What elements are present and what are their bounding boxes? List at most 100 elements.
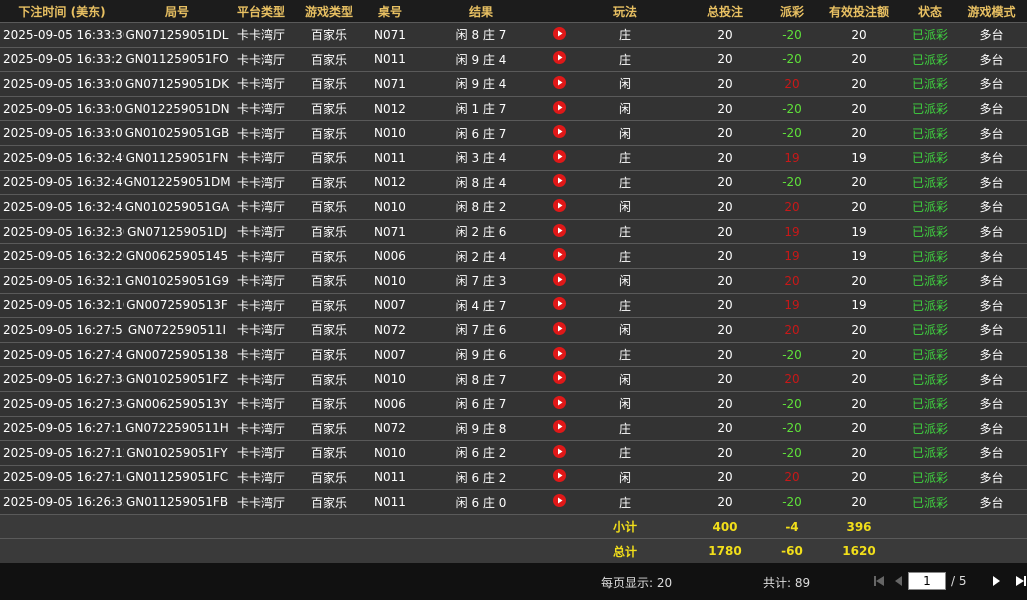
game-type: 百家乐 bbox=[292, 341, 366, 367]
replay-cell bbox=[548, 243, 570, 269]
game-type: 百家乐 bbox=[292, 218, 366, 244]
platform: 卡卡湾厅 bbox=[230, 120, 292, 146]
replay-icon[interactable] bbox=[552, 223, 566, 237]
table-no: N010 bbox=[366, 440, 414, 466]
replay-cell bbox=[548, 390, 570, 416]
replay-icon[interactable] bbox=[552, 26, 566, 40]
column-header: 总投注 bbox=[680, 0, 770, 23]
bet-type: 闲 bbox=[570, 95, 680, 121]
replay-icon[interactable] bbox=[552, 272, 566, 286]
summary-blank bbox=[0, 538, 570, 564]
game-type: 百家乐 bbox=[292, 46, 366, 72]
replay-cell bbox=[548, 218, 570, 244]
result: 闲 9 庄 8 bbox=[414, 415, 548, 441]
result: 闲 9 庄 4 bbox=[414, 46, 548, 72]
valid-bet: 20 bbox=[814, 415, 904, 441]
table-no: N011 bbox=[366, 46, 414, 72]
round-id: GN011259051FB bbox=[124, 489, 230, 515]
platform: 卡卡湾厅 bbox=[230, 267, 292, 294]
replay-icon[interactable] bbox=[552, 297, 566, 311]
game-mode: 多台 bbox=[956, 464, 1027, 490]
bet-type: 庄 bbox=[570, 46, 680, 72]
game-mode: 多台 bbox=[956, 390, 1027, 416]
replay-cell bbox=[548, 415, 570, 441]
bet-time: 2025-09-05 16:32:20 bbox=[0, 243, 124, 269]
column-header: 结果 bbox=[414, 0, 548, 23]
icon-header bbox=[548, 0, 570, 23]
bet-time: 2025-09-05 16:26:33 bbox=[0, 489, 124, 515]
replay-icon[interactable] bbox=[552, 395, 566, 409]
replay-cell bbox=[548, 317, 570, 343]
replay-icon[interactable] bbox=[552, 371, 566, 385]
replay-icon[interactable] bbox=[552, 444, 566, 458]
replay-icon[interactable] bbox=[552, 248, 566, 262]
status: 已派彩 bbox=[904, 71, 956, 97]
game-mode: 多台 bbox=[956, 489, 1027, 515]
game-type: 百家乐 bbox=[292, 169, 366, 195]
replay-icon[interactable] bbox=[552, 494, 566, 508]
bet-time: 2025-09-05 16:32:11 bbox=[0, 267, 124, 294]
replay-icon[interactable] bbox=[552, 125, 566, 139]
payout: 20 bbox=[770, 71, 814, 97]
next-last-buttons[interactable] bbox=[990, 575, 1027, 587]
replay-icon[interactable] bbox=[552, 149, 566, 163]
summary-total-bet: 1780 bbox=[680, 538, 770, 564]
replay-icon[interactable] bbox=[552, 420, 566, 434]
bet-time: 2025-09-05 16:33:03 bbox=[0, 95, 124, 121]
game-type: 百家乐 bbox=[292, 489, 366, 515]
replay-icon[interactable] bbox=[552, 469, 566, 483]
game-mode: 多台 bbox=[956, 120, 1027, 146]
total-bet: 20 bbox=[680, 218, 770, 244]
column-header: 派彩 bbox=[770, 0, 814, 23]
platform: 卡卡湾厅 bbox=[230, 390, 292, 416]
payout: 20 bbox=[770, 267, 814, 294]
column-header: 桌号 bbox=[366, 0, 414, 23]
table-no: N006 bbox=[366, 390, 414, 416]
result: 闲 1 庄 7 bbox=[414, 95, 548, 121]
status: 已派彩 bbox=[904, 194, 956, 220]
page-input[interactable]: 1 bbox=[908, 572, 946, 590]
round-id: GN0722590511I bbox=[124, 317, 230, 343]
bet-type: 庄 bbox=[570, 440, 680, 466]
bet-time: 2025-09-05 16:33:01 bbox=[0, 120, 124, 146]
bet-time: 2025-09-05 16:27:38 bbox=[0, 366, 124, 392]
summary-payout: -60 bbox=[770, 538, 814, 564]
bet-time: 2025-09-05 16:27:13 bbox=[0, 415, 124, 441]
game-mode: 多台 bbox=[956, 169, 1027, 195]
result: 闲 8 庄 2 bbox=[414, 194, 548, 220]
replay-cell bbox=[548, 292, 570, 318]
round-id: GN010259051FZ bbox=[124, 366, 230, 392]
replay-icon[interactable] bbox=[552, 321, 566, 335]
per-page: 每页显示: 20 bbox=[601, 576, 673, 590]
column-header: 下注时间 (美东) bbox=[0, 0, 124, 23]
bet-type: 庄 bbox=[570, 489, 680, 515]
replay-icon[interactable] bbox=[552, 100, 566, 114]
platform: 卡卡湾厅 bbox=[230, 489, 292, 515]
payout: 20 bbox=[770, 366, 814, 392]
table-row: 2025-09-05 16:32:49 GN011259051FN 卡卡湾厅 百家乐 N… bbox=[0, 144, 1027, 171]
platform: 卡卡湾厅 bbox=[230, 317, 292, 343]
valid-bet: 20 bbox=[814, 366, 904, 392]
valid-bet: 20 bbox=[814, 267, 904, 294]
table-row: 2025-09-05 16:33:07 GN071259051DK 卡卡湾厅 百家乐 N… bbox=[0, 71, 1027, 97]
valid-bet: 20 bbox=[814, 22, 904, 48]
table-row: 2025-09-05 16:27:12 GN010259051FY 卡卡湾厅 百家乐 N… bbox=[0, 440, 1027, 466]
table-row: 2025-09-05 16:33:03 GN012259051DN 卡卡湾厅 百家乐 N… bbox=[0, 95, 1027, 121]
first-prev-buttons[interactable] bbox=[873, 575, 903, 587]
total-bet: 20 bbox=[680, 120, 770, 146]
game-type: 百家乐 bbox=[292, 390, 366, 416]
replay-icon[interactable] bbox=[552, 75, 566, 89]
summary-payout: -4 bbox=[770, 513, 814, 539]
bet-type: 庄 bbox=[570, 415, 680, 441]
replay-icon[interactable] bbox=[552, 51, 566, 65]
bet-type: 庄 bbox=[570, 144, 680, 171]
table-row: 2025-09-05 16:32:10 GN0072590513F 卡卡湾厅 百家乐 N… bbox=[0, 292, 1027, 318]
status: 已派彩 bbox=[904, 489, 956, 515]
replay-icon[interactable] bbox=[552, 174, 566, 188]
platform: 卡卡湾厅 bbox=[230, 144, 292, 171]
replay-icon[interactable] bbox=[552, 346, 566, 360]
table-no: N071 bbox=[366, 71, 414, 97]
replay-icon[interactable] bbox=[552, 198, 566, 212]
total-bet: 20 bbox=[680, 46, 770, 72]
game-type: 百家乐 bbox=[292, 267, 366, 294]
